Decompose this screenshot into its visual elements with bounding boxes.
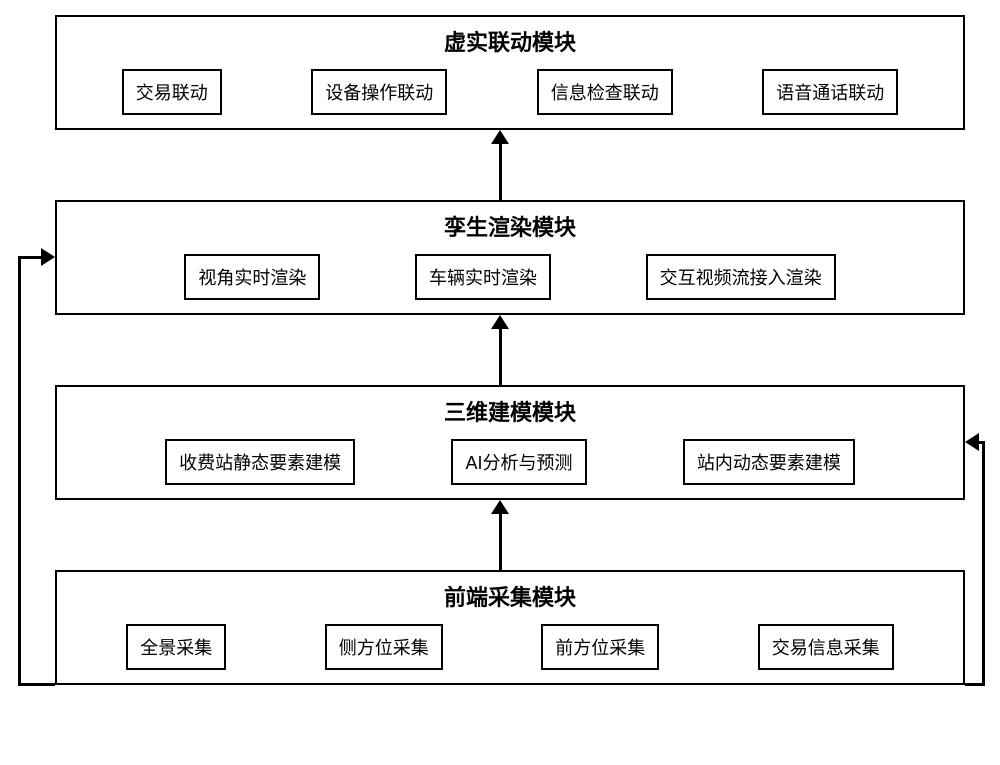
right-connector-v bbox=[982, 441, 985, 686]
module-title: 三维建模模块 bbox=[57, 387, 963, 439]
right-connector-arrow bbox=[965, 433, 979, 451]
module-linkage: 虚实联动模块 交易联动 设备操作联动 信息检查联动 语音通话联动 bbox=[55, 15, 965, 130]
sub-item: 视角实时渲染 bbox=[184, 254, 320, 300]
sub-item: 信息检查联动 bbox=[537, 69, 673, 115]
module-modeling: 三维建模模块 收费站静态要素建模 AI分析与预测 站内动态要素建模 bbox=[55, 385, 965, 500]
sub-item: 设备操作联动 bbox=[311, 69, 447, 115]
arrow-up bbox=[491, 130, 509, 200]
module-rendering: 孪生渲染模块 视角实时渲染 车辆实时渲染 交互视频流接入渲染 bbox=[55, 200, 965, 315]
sub-item: 语音通话联动 bbox=[762, 69, 898, 115]
sub-boxes: 全景采集 侧方位采集 前方位采集 交易信息采集 bbox=[57, 624, 963, 685]
left-connector-arrow bbox=[41, 248, 55, 266]
sub-boxes: 收费站静态要素建模 AI分析与预测 站内动态要素建模 bbox=[57, 439, 963, 500]
sub-item: AI分析与预测 bbox=[451, 439, 586, 485]
left-connector-h1 bbox=[18, 683, 55, 686]
sub-item: 站内动态要素建模 bbox=[683, 439, 855, 485]
module-title: 前端采集模块 bbox=[57, 572, 963, 624]
sub-item: 收费站静态要素建模 bbox=[165, 439, 355, 485]
left-connector-v bbox=[18, 256, 21, 686]
arrow-up bbox=[491, 315, 509, 385]
left-connector-h2 bbox=[18, 256, 42, 259]
module-collection: 前端采集模块 全景采集 侧方位采集 前方位采集 交易信息采集 bbox=[55, 570, 965, 685]
module-title: 孪生渲染模块 bbox=[57, 202, 963, 254]
sub-item: 侧方位采集 bbox=[325, 624, 443, 670]
sub-item: 全景采集 bbox=[126, 624, 226, 670]
sub-item: 交互视频流接入渲染 bbox=[646, 254, 836, 300]
sub-item: 交易联动 bbox=[122, 69, 222, 115]
sub-boxes: 交易联动 设备操作联动 信息检查联动 语音通话联动 bbox=[57, 69, 963, 130]
sub-item: 交易信息采集 bbox=[758, 624, 894, 670]
module-title: 虚实联动模块 bbox=[57, 17, 963, 69]
sub-item: 车辆实时渲染 bbox=[415, 254, 551, 300]
sub-boxes: 视角实时渲染 车辆实时渲染 交互视频流接入渲染 bbox=[57, 254, 963, 315]
arrow-up bbox=[491, 500, 509, 570]
right-connector-h2 bbox=[978, 441, 985, 444]
sub-item: 前方位采集 bbox=[541, 624, 659, 670]
